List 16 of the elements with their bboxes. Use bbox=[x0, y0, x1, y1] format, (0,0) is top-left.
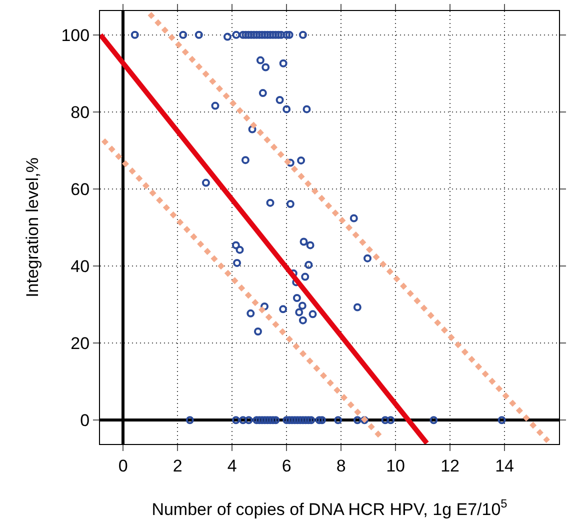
y-axis-title: Integration level,% bbox=[22, 158, 42, 298]
x-tick-label: 10 bbox=[386, 456, 406, 476]
x-tick-label: 14 bbox=[495, 456, 514, 476]
x-tick-label: 0 bbox=[118, 456, 128, 476]
y-tick-label: 40 bbox=[70, 256, 90, 276]
x-tick-label: 4 bbox=[227, 456, 237, 476]
y-tick-label: 20 bbox=[70, 334, 90, 354]
y-tick-label: 100 bbox=[61, 26, 90, 45]
x-tick-label: 6 bbox=[282, 456, 292, 476]
x-axis-title: Number of copies of DNA HCR HPV, 1g E7/10$^{5}$ bbox=[152, 496, 508, 519]
x-tick-label: 12 bbox=[440, 456, 460, 476]
y-tick-label: 80 bbox=[70, 102, 90, 122]
x-tick-label: 2 bbox=[172, 456, 182, 476]
y-tick-label: 0 bbox=[80, 411, 90, 430]
x-tick-label: 8 bbox=[336, 456, 346, 476]
y-tick-label: 60 bbox=[70, 180, 90, 199]
